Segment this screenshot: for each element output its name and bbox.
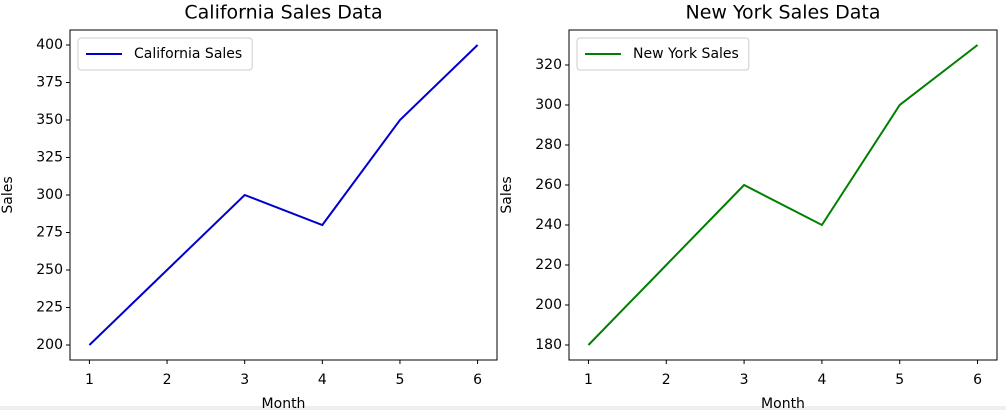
y-axis-label: Sales bbox=[0, 176, 16, 213]
x-tick-label: 5 bbox=[895, 372, 904, 388]
x-tick-label: 1 bbox=[584, 372, 593, 388]
y-tick-label: 240 bbox=[535, 217, 562, 233]
x-axis-label: Month bbox=[262, 396, 306, 410]
chart-title: California Sales Data bbox=[184, 2, 382, 24]
legend-box bbox=[77, 37, 253, 71]
y-tick-label: 275 bbox=[36, 225, 63, 241]
y-tick-label: 220 bbox=[535, 257, 562, 273]
y-tick-label: 375 bbox=[36, 75, 63, 91]
y-tick-label: 300 bbox=[36, 187, 63, 203]
y-tick-label: 400 bbox=[36, 37, 63, 53]
legend: New York Sales bbox=[576, 37, 750, 71]
legend: California Sales bbox=[77, 37, 253, 71]
x-tick-label: 3 bbox=[240, 372, 249, 388]
y-tick-label: 325 bbox=[36, 150, 63, 166]
x-tick-label: 6 bbox=[473, 372, 482, 388]
y-tick-label: 320 bbox=[535, 57, 562, 73]
plot-frame bbox=[568, 29, 998, 361]
legend-label: New York Sales bbox=[633, 46, 739, 62]
y-tick-label: 260 bbox=[535, 177, 562, 193]
x-axis-label: Month bbox=[761, 396, 805, 410]
y-tick-label: 180 bbox=[535, 337, 562, 353]
y-tick-label: 200 bbox=[535, 297, 562, 313]
data-line bbox=[88, 44, 479, 346]
x-tick-label: 6 bbox=[973, 372, 982, 388]
x-tick-label: 2 bbox=[662, 372, 671, 388]
data-line bbox=[587, 44, 979, 346]
chart-title: New York Sales Data bbox=[685, 2, 880, 24]
window-edge bbox=[0, 406, 1006, 410]
x-tick-label: 4 bbox=[817, 372, 826, 388]
plot-frame bbox=[69, 29, 498, 361]
x-tick-label: 5 bbox=[395, 372, 404, 388]
x-tick-label: 3 bbox=[740, 372, 749, 388]
y-tick-label: 225 bbox=[36, 300, 63, 316]
y-tick-label: 350 bbox=[36, 112, 63, 128]
y-tick-label: 250 bbox=[36, 262, 63, 278]
y-tick-label: 300 bbox=[535, 97, 562, 113]
x-tick-label: 4 bbox=[318, 372, 327, 388]
legend-label: California Sales bbox=[134, 46, 242, 62]
y-tick-label: 200 bbox=[36, 337, 63, 353]
x-tick-label: 2 bbox=[163, 372, 172, 388]
y-axis-label: Sales bbox=[499, 176, 515, 213]
y-tick-label: 280 bbox=[535, 137, 562, 153]
legend-box bbox=[576, 37, 750, 71]
x-tick-label: 1 bbox=[85, 372, 94, 388]
